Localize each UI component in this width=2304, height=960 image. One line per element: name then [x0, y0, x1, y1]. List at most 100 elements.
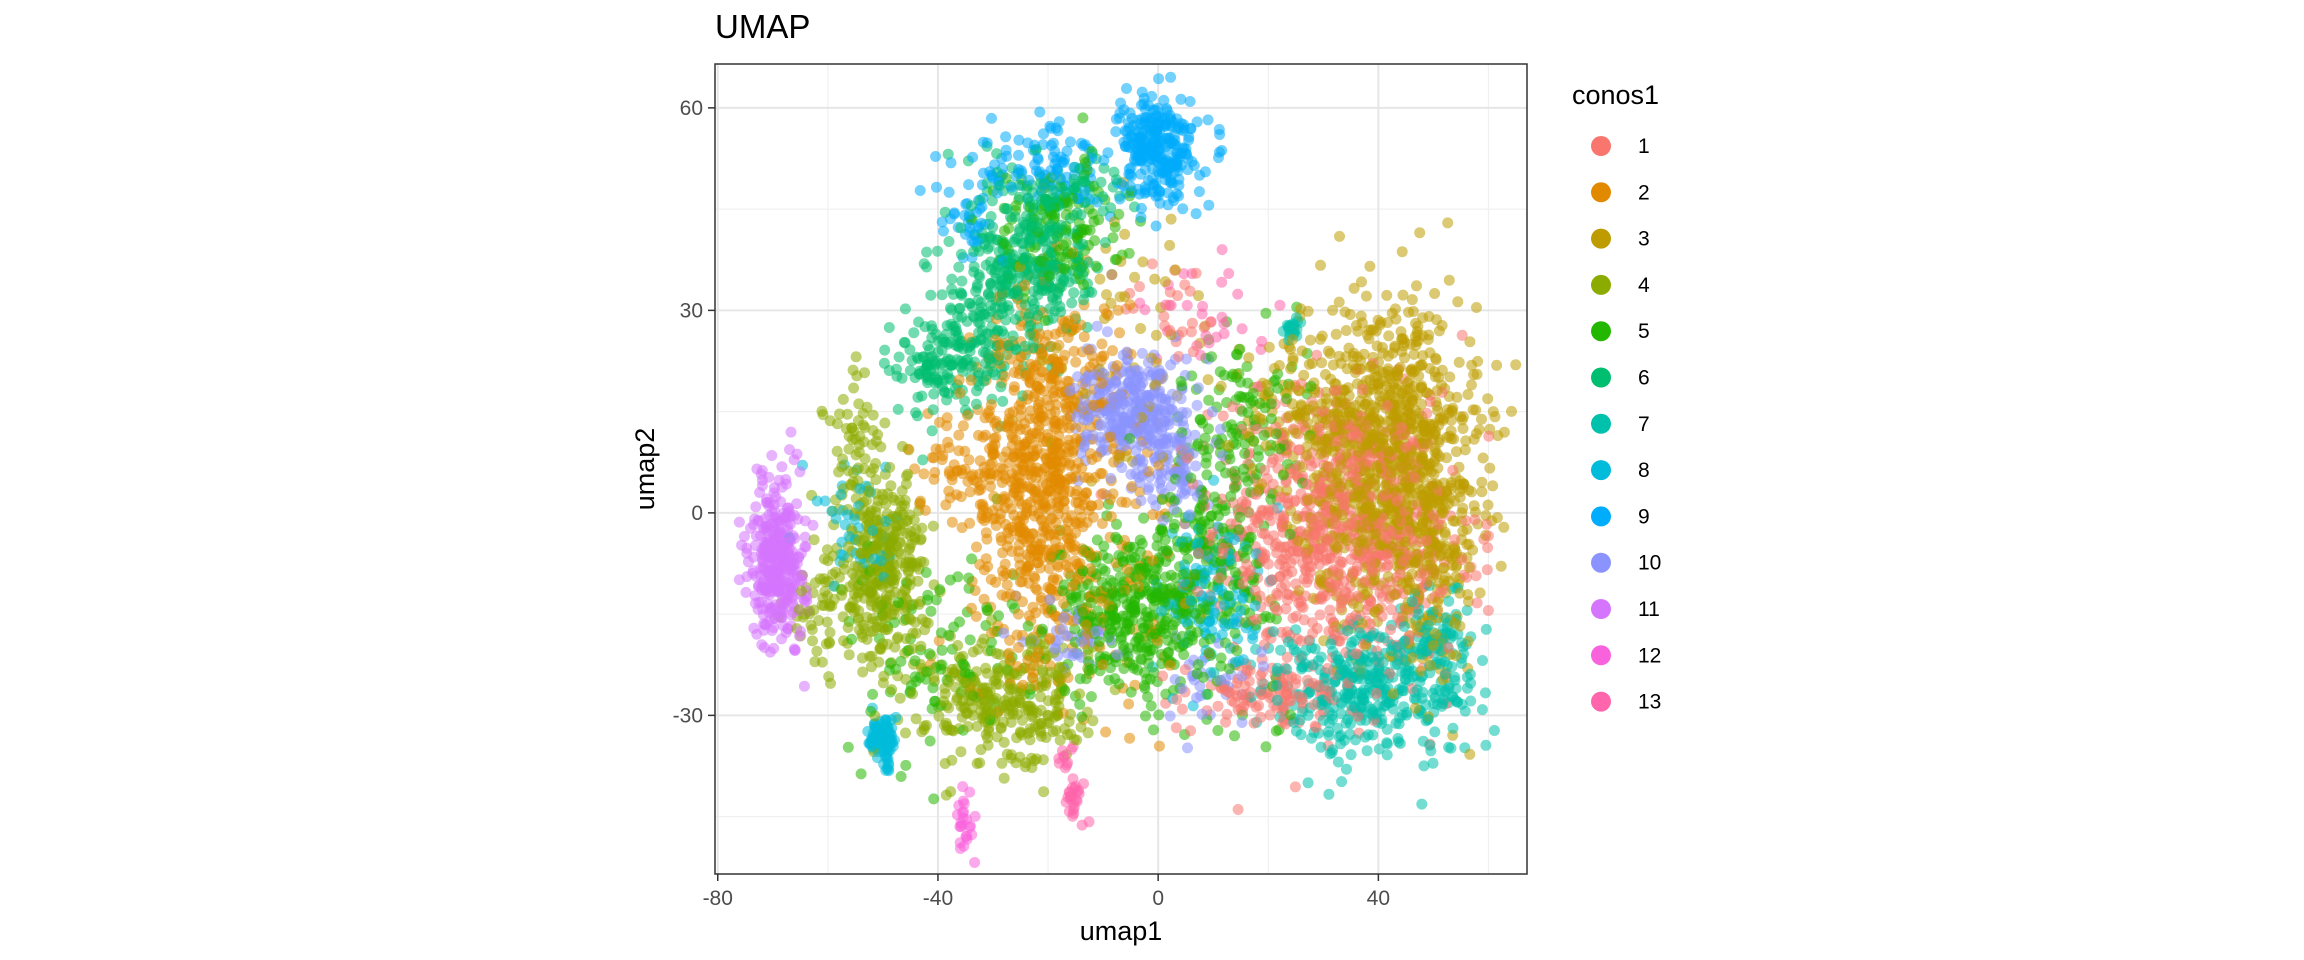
point-cluster-2 [1027, 601, 1039, 613]
point-cluster-5 [1113, 208, 1125, 220]
point-cluster-5 [1231, 349, 1243, 361]
point-cluster-1 [1263, 595, 1275, 607]
point-cluster-10 [1136, 347, 1148, 359]
point-cluster-4 [816, 405, 828, 417]
point-cluster-3 [1471, 302, 1482, 313]
point-cluster-6 [939, 206, 951, 218]
point-cluster-2 [943, 485, 955, 497]
point-cluster-8 [1216, 629, 1228, 641]
point-cluster-7 [1461, 604, 1473, 616]
point-cluster-10 [1180, 353, 1192, 365]
point-cluster-7 [1364, 681, 1375, 693]
point-cluster-6 [942, 148, 954, 160]
point-cluster-6 [879, 344, 891, 356]
point-cluster-2 [1056, 449, 1068, 461]
point-cluster-10 [1091, 320, 1103, 332]
point-cluster-2 [999, 558, 1011, 570]
point-cluster-4 [907, 688, 918, 700]
point-cluster-9 [1146, 90, 1158, 102]
point-cluster-3 [1482, 393, 1494, 405]
point-cluster-3 [1356, 317, 1368, 329]
point-cluster-2 [1012, 608, 1024, 620]
point-cluster-5 [1270, 613, 1282, 625]
point-cluster-3 [1262, 389, 1274, 401]
point-cluster-9 [981, 137, 993, 149]
point-cluster-1 [1217, 410, 1229, 422]
point-cluster-5 [1134, 534, 1146, 546]
point-cluster-9 [963, 179, 975, 191]
point-cluster-6 [964, 298, 976, 310]
point-cluster-11 [752, 603, 764, 615]
point-cluster-10 [1116, 462, 1128, 474]
point-cluster-3 [1468, 500, 1480, 512]
point-cluster-4 [974, 757, 986, 769]
point-cluster-3 [1399, 352, 1410, 364]
point-cluster-3 [1406, 294, 1418, 306]
point-cluster-7 [1208, 667, 1220, 679]
point-cluster-1 [1481, 564, 1493, 576]
point-cluster-2 [1091, 451, 1103, 463]
point-cluster-9 [945, 157, 957, 169]
point-cluster-2 [997, 463, 1009, 475]
point-cluster-1 [1290, 578, 1302, 590]
point-cluster-4 [946, 754, 958, 766]
point-cluster-7 [1332, 756, 1344, 768]
point-cluster-2 [1070, 356, 1082, 368]
point-cluster-11 [750, 501, 762, 513]
point-cluster-4 [866, 439, 878, 451]
point-cluster-7 [1488, 725, 1500, 736]
point-cluster-5 [1144, 645, 1156, 657]
point-cluster-6 [997, 395, 1009, 407]
point-cluster-13 [1236, 323, 1248, 335]
point-cluster-1 [1421, 407, 1433, 419]
point-cluster-9 [1013, 149, 1024, 161]
point-cluster-3 [1360, 290, 1372, 302]
point-cluster-10 [1176, 683, 1188, 695]
point-cluster-5 [1164, 491, 1176, 503]
point-cluster-4 [955, 746, 967, 758]
point-cluster-3 [1457, 525, 1469, 537]
point-cluster-3 [1273, 360, 1285, 371]
point-cluster-1 [1482, 542, 1494, 554]
point-cluster-1 [1134, 281, 1145, 293]
point-cluster-2 [986, 627, 997, 639]
point-cluster-1 [1481, 518, 1493, 530]
point-cluster-5 [1098, 540, 1110, 552]
point-cluster-12 [957, 781, 969, 793]
point-cluster-9 [1061, 145, 1073, 157]
point-cluster-3 [1484, 462, 1496, 474]
point-cluster-3 [1495, 560, 1507, 572]
point-cluster-7 [1275, 644, 1287, 656]
point-cluster-4 [870, 458, 881, 469]
point-cluster-2 [966, 602, 977, 614]
point-cluster-9 [964, 222, 976, 233]
point-cluster-6 [991, 325, 1003, 337]
point-cluster-5 [927, 682, 939, 694]
point-cluster-3 [1424, 363, 1436, 374]
point-cluster-3 [1327, 304, 1339, 316]
point-cluster-5 [1082, 578, 1094, 590]
point-cluster-7 [1345, 749, 1357, 761]
point-cluster-6 [954, 302, 966, 314]
point-cluster-2 [974, 480, 986, 491]
point-cluster-1 [1179, 664, 1191, 676]
point-cluster-4 [837, 393, 849, 405]
point-cluster-3 [1498, 521, 1510, 533]
point-cluster-9 [1202, 114, 1214, 126]
point-cluster-1 [1146, 258, 1158, 270]
point-cluster-6 [1099, 237, 1111, 248]
point-cluster-4 [811, 645, 823, 657]
point-cluster-13 [1232, 288, 1244, 300]
point-cluster-11 [794, 466, 806, 478]
point-cluster-4 [1071, 734, 1083, 746]
point-cluster-3 [1094, 273, 1106, 285]
point-cluster-5 [1215, 652, 1227, 664]
point-cluster-6 [913, 316, 925, 328]
point-cluster-13 [1216, 276, 1228, 288]
point-cluster-6 [878, 357, 890, 369]
point-cluster-11 [740, 586, 752, 598]
point-cluster-5 [900, 759, 912, 771]
point-cluster-4 [902, 468, 914, 480]
point-cluster-4 [834, 408, 845, 420]
point-cluster-1 [1185, 326, 1197, 338]
